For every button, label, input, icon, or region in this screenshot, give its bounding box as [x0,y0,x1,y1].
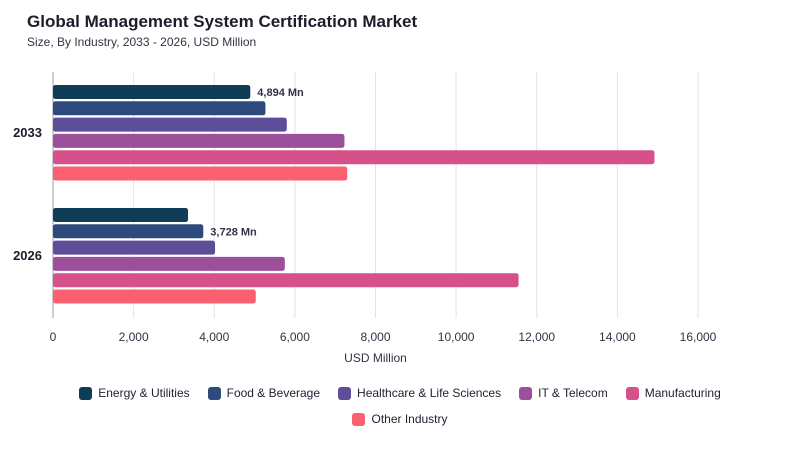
bar [53,133,345,148]
x-tick-label: 0 [50,330,57,344]
legend-swatch [338,386,352,400]
bar [53,273,519,288]
legend-label: Other Industry [371,412,448,426]
x-tick-label: 2,000 [119,330,149,344]
bar [53,166,348,181]
bar [53,240,216,255]
x-tick-label: 8,000 [360,330,390,344]
bar [53,224,204,239]
legend-swatch [352,412,366,426]
bar-chart: 0 2,000 4,000 6,000 8,000 10,000 12,000 14,000 1… [13,72,717,365]
bar [53,208,189,222]
bar [53,85,251,99]
legend-label: Healthcare & Life Sciences [357,386,502,400]
legend-row: Energy & Utilities Food & Beverage Healthc… [0,380,800,406]
x-tick-label: 14,000 [599,330,636,344]
x-tick-label: 16,000 [680,330,717,344]
x-tick-label: 10,000 [438,330,475,344]
legend-item[interactable]: Energy & Utilities [79,386,190,400]
chart-subtitle: Size, By Industry, 2033 - 2026, USD Mill… [27,35,257,49]
legend-item[interactable]: Manufacturing [625,386,721,400]
category-label: 2033 [13,125,42,140]
bar [53,289,256,304]
legend-label: Food & Beverage [226,386,321,400]
bar [53,117,287,132]
legend-item[interactable]: IT & Telecom [519,386,608,400]
legend-item[interactable]: Food & Beverage [207,386,321,400]
data-label: 4,894 Mn [257,87,304,99]
legend-item[interactable]: Other Industry [352,412,448,426]
x-axis-label: USD Million [344,351,407,365]
bar [53,101,266,116]
chart-title: Global Management System Certification M… [27,12,418,31]
category-label: 2026 [13,248,42,263]
bar [53,150,655,165]
legend-swatch [519,386,533,400]
legend-label: Energy & Utilities [98,386,190,400]
chart-legend: Energy & Utilities Food & Beverage Healthc… [0,380,800,432]
legend-swatch [625,386,639,400]
x-tick-label: 6,000 [280,330,310,344]
bar [53,256,285,271]
data-label: 3,728 Mn [210,226,257,238]
x-tick-label: 12,000 [518,330,555,344]
x-tick-label: 4,000 [199,330,229,344]
legend-swatch [207,386,221,400]
legend-swatch [79,386,93,400]
legend-label: IT & Telecom [538,386,608,400]
legend-label: Manufacturing [644,386,721,400]
legend-row: Other Industry [0,406,800,432]
legend-item[interactable]: Healthcare & Life Sciences [338,386,501,400]
